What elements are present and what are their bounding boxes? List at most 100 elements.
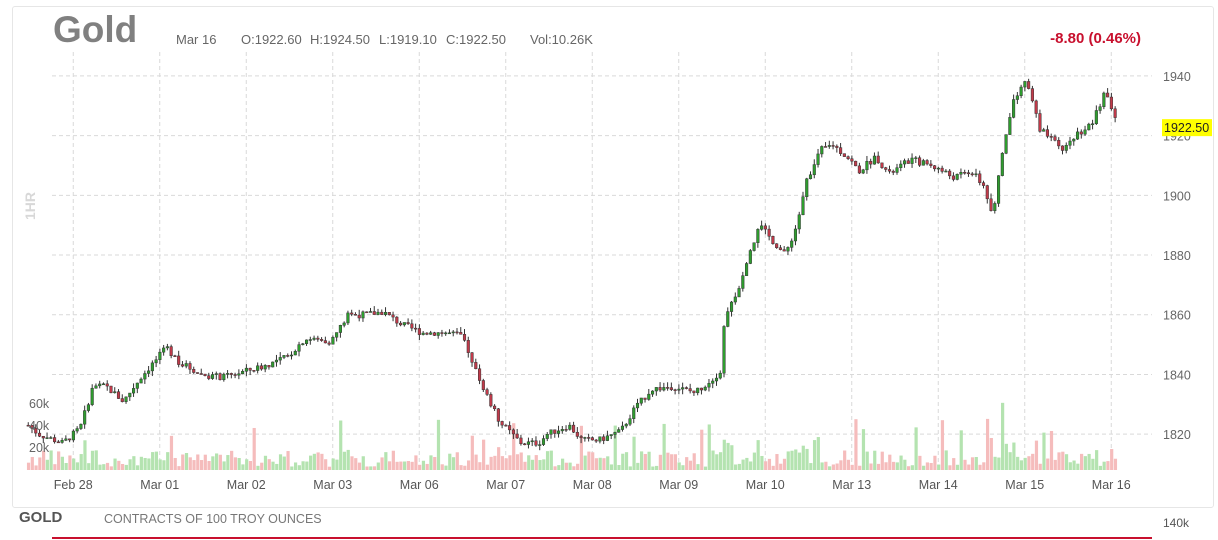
volume-bar xyxy=(45,459,49,470)
volume-bar xyxy=(797,452,802,470)
candle-up xyxy=(154,359,158,364)
candle-up xyxy=(741,275,745,289)
volume-bar xyxy=(1001,402,1005,470)
volume-bar xyxy=(293,462,298,470)
candle-up xyxy=(368,311,373,313)
candle-up xyxy=(346,312,350,324)
volume-bar xyxy=(651,466,655,470)
candle-up xyxy=(651,390,655,395)
volume-bar xyxy=(598,457,602,470)
candle-up xyxy=(237,373,241,376)
volume-bar xyxy=(1031,453,1035,470)
candle-up xyxy=(1064,144,1068,151)
volume-bar xyxy=(245,459,249,470)
volume-bar xyxy=(869,463,873,470)
candle-up xyxy=(83,410,87,425)
candle-up xyxy=(1094,110,1098,124)
volume-bar xyxy=(843,450,847,470)
volume-bar xyxy=(361,456,365,470)
candle-up xyxy=(696,387,700,394)
candle-down xyxy=(203,373,207,376)
candle-up xyxy=(624,423,628,427)
candle-up xyxy=(289,354,294,357)
volume-bar xyxy=(252,427,256,470)
volume-bar xyxy=(1008,452,1012,470)
volume-bar xyxy=(474,454,478,470)
candle-up xyxy=(797,214,801,230)
volume-bar xyxy=(632,436,636,470)
candle-down xyxy=(500,421,504,426)
candle-up xyxy=(139,378,143,384)
candle-up xyxy=(805,178,809,197)
volume-bar xyxy=(903,459,907,470)
volume-bar xyxy=(963,459,967,470)
volume-bar xyxy=(320,453,324,470)
volume-bar xyxy=(151,452,155,470)
candle-up xyxy=(429,332,433,335)
candle-down xyxy=(199,373,203,375)
volume-bar xyxy=(143,457,147,470)
volume-bar xyxy=(211,456,215,470)
volume-bar xyxy=(241,464,245,470)
volume-bar xyxy=(425,463,429,470)
volume-bar xyxy=(271,461,275,470)
volume-bar xyxy=(286,451,290,470)
candle-down xyxy=(53,437,57,443)
volume-bar xyxy=(128,459,132,470)
volume-bar xyxy=(218,454,222,470)
volume-bar xyxy=(549,450,553,470)
low-value: L:1919.10 xyxy=(379,32,437,47)
candle-up xyxy=(45,437,49,439)
price-tick-label: 1820 xyxy=(1163,428,1191,442)
volume-bar xyxy=(60,456,64,470)
volume-bar xyxy=(1072,460,1076,470)
candle-up xyxy=(301,343,305,345)
candle-up xyxy=(184,363,188,367)
candle-down xyxy=(692,390,696,394)
volume-bar xyxy=(967,464,971,470)
candle-down xyxy=(173,355,177,357)
volume-bar xyxy=(658,454,662,470)
candle-up xyxy=(335,332,339,338)
candle-down xyxy=(414,327,418,330)
volume-bar xyxy=(1064,454,1069,470)
candle-down xyxy=(763,225,767,230)
volume-bar xyxy=(515,454,520,470)
candle-down xyxy=(590,437,594,441)
volume-bar xyxy=(1004,443,1008,470)
volume-bar xyxy=(884,462,888,470)
volume-bar xyxy=(466,460,471,470)
volume-bar xyxy=(854,419,858,470)
candle-down xyxy=(218,373,222,381)
candle-down xyxy=(417,328,421,335)
candle-down xyxy=(782,249,786,252)
candle-down xyxy=(519,437,523,445)
volume-bar xyxy=(997,457,1001,470)
volume-bar xyxy=(342,451,347,470)
volume-bar xyxy=(147,458,151,470)
candle-up xyxy=(222,373,226,381)
candle-down xyxy=(508,425,512,431)
instrument-title: Gold xyxy=(53,9,138,50)
candle-down xyxy=(387,312,391,316)
candle-up xyxy=(820,146,824,155)
candle-down xyxy=(267,365,271,368)
candle-up xyxy=(583,437,587,439)
volume-tick-label: 40k xyxy=(29,419,50,433)
volume-bar xyxy=(207,461,211,470)
volume-bar xyxy=(72,458,76,470)
volume-bar xyxy=(485,464,489,470)
candle-up xyxy=(124,396,128,402)
candle-down xyxy=(1038,113,1042,132)
volume-bar xyxy=(350,456,354,470)
candle-up xyxy=(827,145,831,147)
candle-up xyxy=(707,383,711,388)
x-tick-label: Mar 14 xyxy=(919,478,958,492)
volume-bar xyxy=(1076,463,1080,470)
volume-bar xyxy=(263,455,268,470)
candle-up xyxy=(1004,134,1008,154)
candle-up xyxy=(244,367,248,372)
volume-bar xyxy=(703,466,708,470)
candle-up xyxy=(545,433,549,439)
